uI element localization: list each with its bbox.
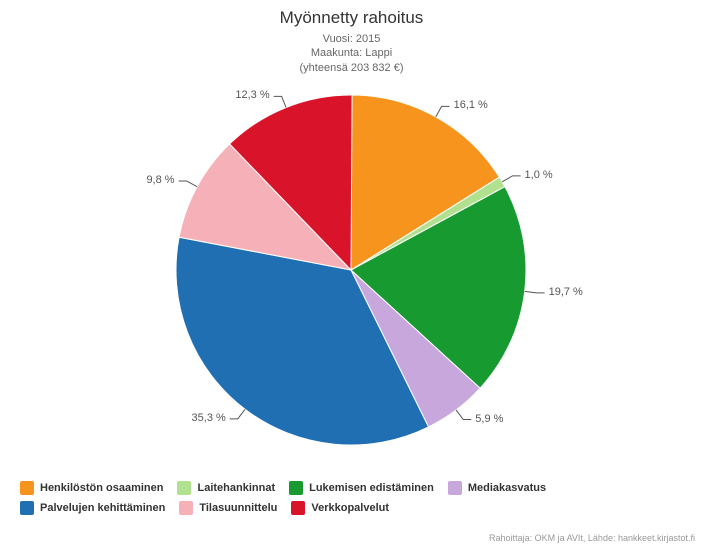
legend-label: Lukemisen edistäminen — [309, 482, 434, 494]
chart-container: Myönnetty rahoitus Vuosi: 2015 Maakunta:… — [0, 0, 703, 547]
pie-area: 16,1 % 1,0 % 19,7 % 5,9 % 35,3 % 9,8 % 12,3 % — [0, 80, 703, 460]
legend-swatch — [289, 481, 303, 495]
legend-swatch — [179, 501, 193, 515]
legend: Henkilöstön osaaminen Laitehankinnat Lukem… — [20, 481, 683, 515]
slice-leader — [274, 96, 286, 107]
legend-item: Henkilöstön osaaminen — [20, 481, 163, 495]
slice-leader — [179, 181, 198, 187]
subtitle-line: Maakunta: Lappi — [0, 46, 703, 60]
slice-label: 35,3 % — [192, 412, 226, 424]
legend-label: Verkkopalvelut — [311, 502, 389, 514]
subtitle-line: Vuosi: 2015 — [0, 32, 703, 46]
slice-label: 5,9 % — [475, 413, 503, 425]
legend-swatch — [291, 501, 305, 515]
slice-label: 16,1 % — [454, 99, 488, 111]
legend-label: Palvelujen kehittäminen — [40, 502, 165, 514]
chart-title: Myönnetty rahoitus — [0, 8, 703, 28]
credit-line: Rahoittaja: OKM ja AVIt, Lähde: hankkeet… — [489, 533, 695, 543]
pie-svg — [0, 80, 703, 460]
legend-label: Henkilöstön osaaminen — [40, 482, 163, 494]
chart-subtitle: Vuosi: 2015 Maakunta: Lappi (yhteensä 20… — [0, 32, 703, 75]
legend-item: Tilasuunnittelu — [179, 501, 277, 515]
slice-label: 12,3 % — [235, 89, 269, 101]
legend-swatch — [177, 481, 191, 495]
legend-swatch — [20, 481, 34, 495]
legend-swatch — [20, 501, 34, 515]
legend-item: Palvelujen kehittäminen — [20, 501, 165, 515]
subtitle-line: (yhteensä 203 832 €) — [0, 61, 703, 75]
slice-label: 1,0 % — [525, 169, 553, 181]
slice-label: 9,8 % — [146, 174, 174, 186]
slice-leader — [456, 410, 471, 420]
legend-label: Laitehankinnat — [197, 482, 275, 494]
slice-leader — [230, 409, 245, 419]
legend-swatch — [448, 481, 462, 495]
legend-label: Mediakasvatus — [468, 482, 546, 494]
legend-label: Tilasuunnittelu — [199, 502, 277, 514]
slice-leader — [525, 291, 545, 292]
legend-item: Mediakasvatus — [448, 481, 546, 495]
slice-leader — [502, 176, 520, 182]
legend-item: Verkkopalvelut — [291, 501, 389, 515]
legend-item: Laitehankinnat — [177, 481, 275, 495]
slice-leader — [436, 106, 450, 116]
slice-label: 19,7 % — [549, 286, 583, 298]
legend-item: Lukemisen edistäminen — [289, 481, 434, 495]
